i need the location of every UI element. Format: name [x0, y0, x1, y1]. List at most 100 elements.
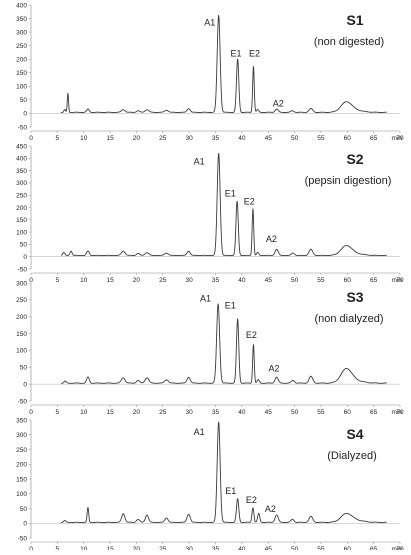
x-tick-label: 50: [291, 546, 299, 550]
x-tick-label: 5: [56, 409, 60, 416]
x-tick-label: 55: [317, 135, 325, 142]
x-axis-unit-label: min: [392, 277, 403, 284]
y-tick-label: 100: [16, 229, 27, 236]
y-tick-label: 450: [16, 143, 27, 150]
y-tick-label: -50: [18, 266, 28, 273]
x-axis-unit-label: min: [392, 546, 403, 550]
chromatogram-trace: [60, 14, 388, 113]
x-tick-label: 25: [159, 135, 167, 142]
x-tick-label: 60: [344, 546, 352, 550]
peak-label-e2: E2: [246, 330, 257, 340]
x-tick-label: 45: [265, 546, 273, 550]
x-tick-label: 30: [186, 277, 194, 284]
peak-label-e1: E1: [225, 188, 236, 198]
y-tick-label: 150: [16, 70, 27, 77]
y-tick-label: 350: [16, 16, 27, 23]
sample-condition: (non digested): [314, 36, 384, 48]
y-tick-label: 300: [16, 29, 27, 36]
x-tick-label: 70: [396, 277, 404, 284]
y-tick-label: 300: [16, 280, 27, 287]
x-tick-label: 5: [56, 135, 60, 142]
peak-label-a2: A2: [265, 504, 276, 514]
y-tick-label: 100: [16, 84, 27, 91]
x-tick-label: 20: [133, 409, 141, 416]
x-tick-label: 50: [291, 409, 299, 416]
x-tick-label: 60: [344, 409, 352, 416]
x-tick-label: 0: [29, 546, 33, 550]
x-tick-label: 15: [106, 546, 114, 550]
y-tick-label: 50: [20, 506, 28, 513]
y-tick-label: -50: [18, 124, 28, 131]
peak-label-a2: A2: [266, 234, 277, 244]
y-tick-label: 200: [16, 462, 27, 469]
x-tick-label: 5: [56, 277, 60, 284]
sample-title: S1: [346, 12, 363, 28]
peak-label-e2: E2: [246, 495, 257, 505]
x-tick-label: 40: [238, 546, 246, 550]
peak-label-a2: A2: [273, 99, 284, 109]
x-tick-label: 25: [159, 546, 167, 550]
chromatogram-trace: [60, 303, 388, 384]
y-tick-label: 250: [16, 297, 27, 304]
y-tick-label: 100: [16, 348, 27, 355]
y-tick-label: 350: [16, 168, 27, 175]
peak-label-a2: A2: [269, 363, 280, 373]
x-tick-label: 20: [133, 546, 141, 550]
x-tick-label: 35: [212, 409, 220, 416]
y-tick-label: 150: [16, 476, 27, 483]
x-tick-label: 55: [317, 546, 325, 550]
chromatogram-trace: [60, 152, 388, 257]
x-tick-label: 15: [106, 135, 114, 142]
x-tick-label: 55: [317, 409, 325, 416]
x-tick-label: 25: [159, 409, 167, 416]
y-tick-label: 150: [16, 217, 27, 224]
x-tick-label: 40: [238, 135, 246, 142]
x-tick-label: 25: [159, 277, 167, 284]
x-tick-label: 70: [396, 409, 404, 416]
y-tick-label: 250: [16, 193, 27, 200]
x-tick-label: 10: [80, 277, 88, 284]
x-tick-label: 10: [80, 546, 88, 550]
y-tick-label: 250: [16, 43, 27, 50]
y-tick-label: 100: [16, 491, 27, 498]
peak-label-e1: E1: [231, 49, 242, 59]
peak-label-a1: A1: [204, 17, 215, 27]
x-tick-label: 45: [265, 277, 273, 284]
y-tick-label: -50: [18, 535, 28, 542]
x-tick-label: 30: [186, 546, 194, 550]
x-tick-label: 15: [106, 409, 114, 416]
y-tick-label: 0: [23, 381, 27, 388]
x-tick-label: 60: [344, 277, 352, 284]
peak-label-a1: A1: [194, 156, 205, 166]
x-axis-unit-label: min: [392, 409, 403, 416]
x-tick-label: 30: [186, 409, 194, 416]
y-tick-label: 200: [16, 314, 27, 321]
y-tick-label: 0: [23, 111, 27, 118]
x-tick-label: 10: [80, 409, 88, 416]
y-tick-label: 0: [23, 521, 27, 528]
x-tick-label: 50: [291, 277, 299, 284]
y-tick-label: 250: [16, 447, 27, 454]
x-tick-label: 20: [133, 135, 141, 142]
x-axis-unit-label: min: [392, 135, 403, 142]
x-tick-label: 35: [212, 546, 220, 550]
x-tick-label: 10: [80, 135, 88, 142]
y-tick-label: 200: [16, 205, 27, 212]
x-tick-label: 20: [133, 277, 141, 284]
peak-label-e2: E2: [244, 197, 255, 207]
x-tick-label: 50: [291, 135, 299, 142]
peak-label-e1: E1: [225, 300, 236, 310]
x-tick-label: 40: [238, 409, 246, 416]
x-tick-label: 65: [370, 277, 378, 284]
peak-label-e2: E2: [249, 49, 260, 59]
sample-condition: (Dialyzed): [327, 450, 377, 462]
x-tick-label: 0: [29, 409, 33, 416]
peak-label-a1: A1: [194, 427, 205, 437]
x-tick-label: 0: [29, 135, 33, 142]
y-tick-label: 350: [16, 417, 27, 424]
x-tick-label: 15: [106, 277, 114, 284]
